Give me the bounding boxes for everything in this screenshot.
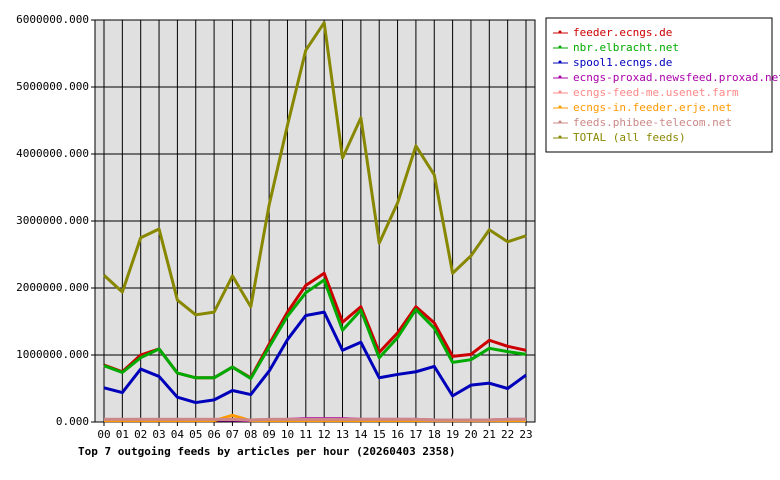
legend-marker [558,135,562,139]
legend-marker [558,75,562,79]
chart-title: Top 7 outgoing feeds by articles per hou… [78,445,456,458]
legend-marker [558,90,562,94]
x-tick-label: 03 [152,428,165,441]
legend-marker [558,105,562,109]
legend-marker [558,120,562,124]
x-tick-label: 18 [428,428,441,441]
y-tick-label: 1000000.000 [16,348,89,361]
y-tick-label: 2000000.000 [16,281,89,294]
x-tick-label: 19 [446,428,459,441]
x-tick-label: 14 [354,428,368,441]
x-tick-label: 16 [391,428,404,441]
legend-label: feeder.ecngs.de [573,26,672,39]
x-tick-label: 10 [281,428,294,441]
x-tick-label: 01 [116,428,129,441]
x-tick-label: 09 [263,428,276,441]
y-tick-label: 6000000.000 [16,13,89,26]
x-tick-label: 06 [207,428,220,441]
legend-label: feeds.phibee-telecom.net [573,116,732,129]
legend-label: nbr.elbracht.net [573,41,679,54]
series-line [102,21,527,317]
legend-label: TOTAL (all feeds) [573,131,686,144]
y-tick-label: 0.000 [56,415,89,428]
x-tick-label: 02 [134,428,147,441]
x-tick-label: 00 [97,428,110,441]
legend-marker [558,60,562,64]
series-line [103,278,527,380]
x-tick-label: 11 [299,428,312,441]
y-tick-label: 5000000.000 [16,80,89,93]
legend-marker [558,30,562,34]
legend-label: ecngs-proxad.newsfeed.proxad.net [573,71,780,84]
x-tick-label: 08 [244,428,257,441]
legend-label: ecngs-feed-me.usenet.farm [573,86,739,99]
x-tick-label: 12 [318,428,331,441]
x-tick-label: 21 [483,428,496,441]
legend-box [545,17,773,153]
series-line [104,417,526,422]
legend-marker [558,45,562,49]
series-line [103,310,527,405]
x-tick-label: 20 [464,428,477,441]
y-tick-label: 4000000.000 [16,147,89,160]
legend-label: spool1.ecngs.de [573,56,672,69]
x-tick-label: 17 [409,428,422,441]
x-tick-label: 13 [336,428,349,441]
x-tick-label: 04 [171,428,185,441]
x-tick-label: 15 [373,428,386,441]
legend-label: ecngs-in.feeder.erje.net [573,101,732,114]
x-tick-label: 23 [519,428,532,441]
x-tick-label: 22 [501,428,514,441]
x-tick-label: 07 [226,428,239,441]
y-tick-label: 3000000.000 [16,214,89,227]
x-tick-label: 05 [189,428,202,441]
